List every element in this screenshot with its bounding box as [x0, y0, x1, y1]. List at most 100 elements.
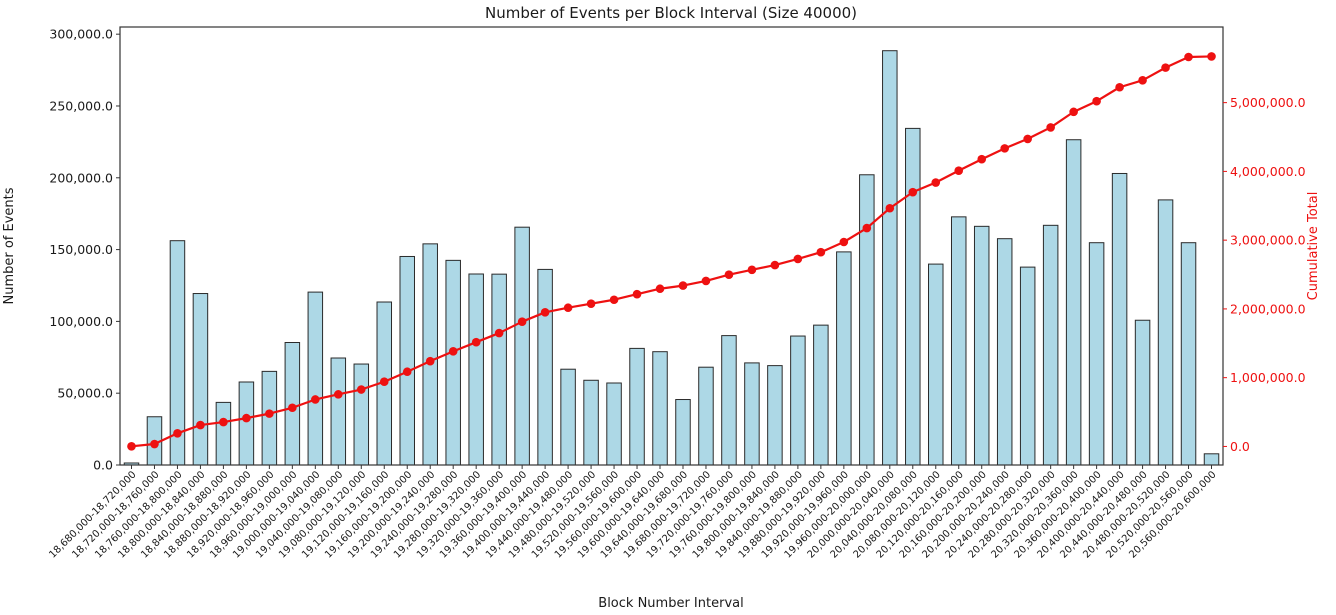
bar [1065, 139, 1082, 466]
line-point [977, 154, 987, 164]
y-axis-label: Number of Events [2, 187, 17, 304]
bar [1111, 172, 1128, 466]
line-point [1069, 107, 1078, 117]
line-point [1023, 134, 1032, 144]
y-tick-label: 200,000.0 [49, 170, 113, 185]
y-tick-label: 100,000.0 [49, 314, 113, 329]
bar [675, 399, 691, 466]
line-point [770, 260, 780, 270]
line-point [196, 420, 205, 430]
bar [215, 401, 232, 466]
line-point [747, 265, 757, 275]
line-point [793, 254, 803, 264]
bar [744, 362, 760, 466]
line-point [862, 223, 872, 233]
line-point [655, 284, 665, 294]
bar [537, 268, 553, 466]
bar [721, 335, 737, 466]
y2-axis-label: Cumulative Total [1306, 192, 1321, 301]
line-point [173, 428, 182, 438]
line-point [1207, 52, 1216, 61]
line-point [816, 247, 826, 257]
bar [790, 335, 806, 466]
line-point [311, 395, 320, 404]
line-point [471, 337, 481, 347]
bar [353, 363, 370, 466]
chart-title: Number of Events per Block Interval (Siz… [485, 4, 857, 22]
y2-tick-label: 4,000,000.0 [1230, 164, 1306, 179]
x-axis-label: Block Number Interval [598, 596, 743, 611]
line-point [242, 413, 251, 423]
line-point [724, 270, 734, 280]
bar [445, 259, 461, 466]
bar [767, 365, 783, 466]
bar [514, 226, 530, 466]
y-tick-label: 50,000.0 [57, 386, 113, 401]
line-point [127, 442, 136, 451]
line-point [219, 417, 228, 427]
bar [652, 351, 668, 466]
line-point [334, 390, 343, 399]
line-point [586, 299, 596, 308]
y-tick-label: 150,000.0 [49, 242, 113, 257]
bar [973, 225, 990, 466]
line-point [1115, 82, 1124, 92]
line-point [1000, 144, 1009, 153]
bar [996, 238, 1013, 466]
line-point [839, 237, 849, 247]
line-point [150, 439, 159, 449]
bar [1088, 242, 1105, 466]
bar [583, 379, 599, 466]
line-point [678, 281, 688, 290]
line-point [908, 187, 918, 197]
bar [905, 127, 921, 466]
bar [560, 368, 576, 466]
line-point [425, 356, 435, 366]
bar [859, 174, 875, 466]
plot-area: 0.0 50,000.0 100,000.0 150,000.0 200,000.0 25… [47, 26, 1306, 561]
bar [1134, 319, 1151, 466]
y2-tick-label: 0.0 [1230, 439, 1250, 454]
y2-tick-label: 1,000,000.0 [1230, 370, 1306, 385]
bar [1019, 266, 1036, 466]
y-tick-label: 300,000.0 [49, 27, 113, 42]
bar [629, 347, 645, 466]
y2-tick-label: 5,000,000.0 [1230, 95, 1306, 110]
bar [1180, 242, 1197, 466]
bar [192, 293, 209, 466]
line-point [379, 377, 389, 387]
bar [813, 324, 829, 466]
bar [491, 273, 507, 466]
bar [238, 381, 255, 466]
y2-tick-label: 2,000,000.0 [1230, 301, 1306, 316]
line-point [701, 276, 711, 286]
bar [606, 382, 622, 466]
line-point [931, 178, 941, 187]
line-point [1138, 76, 1147, 85]
line-point [540, 308, 550, 317]
plot-border [119, 26, 1224, 466]
bar [928, 263, 944, 466]
y-tick-label: 0.0 [93, 458, 113, 473]
bar [882, 50, 898, 466]
line-point [1046, 123, 1055, 132]
bar [1157, 199, 1174, 466]
line-point [1184, 52, 1193, 62]
bar [1042, 224, 1059, 466]
line-point [402, 367, 412, 377]
bar [399, 255, 415, 466]
line-point [632, 289, 642, 299]
bar [468, 273, 484, 466]
line-point [1161, 63, 1170, 72]
y-tick-label: 250,000.0 [49, 98, 113, 113]
line-point [1092, 96, 1101, 106]
bar [422, 243, 438, 466]
bar [330, 357, 347, 466]
line-point [288, 403, 297, 413]
line-point [517, 317, 527, 326]
bar [261, 370, 278, 466]
bar [307, 291, 324, 466]
line-point [448, 347, 458, 356]
